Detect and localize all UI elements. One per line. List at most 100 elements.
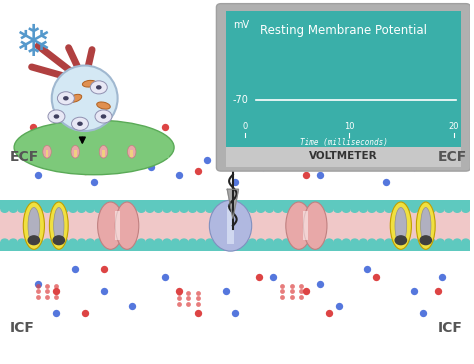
Point: [175, 172, 182, 178]
Ellipse shape: [69, 94, 82, 102]
Point: [203, 157, 211, 163]
Ellipse shape: [43, 145, 51, 158]
Point: [288, 294, 295, 300]
Point: [81, 310, 89, 316]
Point: [279, 283, 286, 289]
Ellipse shape: [28, 207, 40, 244]
Circle shape: [411, 206, 418, 212]
Circle shape: [172, 239, 179, 245]
Point: [100, 288, 107, 294]
Circle shape: [189, 239, 196, 245]
Point: [34, 288, 41, 294]
Circle shape: [377, 206, 384, 212]
Text: ECF: ECF: [9, 150, 39, 163]
Point: [194, 310, 201, 316]
FancyBboxPatch shape: [130, 150, 133, 157]
Point: [231, 179, 239, 185]
Circle shape: [1, 239, 9, 245]
Circle shape: [52, 206, 60, 212]
Text: Time (milliseconds): Time (milliseconds): [300, 138, 387, 147]
Circle shape: [454, 206, 461, 212]
Circle shape: [69, 206, 77, 212]
Text: VOLTMETER: VOLTMETER: [309, 151, 378, 161]
Circle shape: [402, 239, 410, 245]
Point: [269, 274, 277, 280]
Point: [34, 172, 41, 178]
Point: [20, 143, 27, 149]
Circle shape: [462, 206, 470, 212]
Point: [34, 283, 41, 289]
Point: [137, 143, 145, 149]
Circle shape: [437, 239, 444, 245]
Circle shape: [155, 239, 162, 245]
Circle shape: [129, 206, 137, 212]
Point: [288, 288, 295, 294]
Point: [302, 288, 310, 294]
Ellipse shape: [128, 145, 136, 158]
Point: [184, 301, 192, 307]
FancyBboxPatch shape: [0, 242, 471, 251]
Circle shape: [420, 236, 431, 245]
Circle shape: [86, 239, 94, 245]
Circle shape: [342, 239, 350, 245]
Circle shape: [78, 239, 85, 245]
Circle shape: [63, 96, 69, 100]
FancyBboxPatch shape: [0, 200, 471, 209]
Point: [297, 294, 305, 300]
Circle shape: [120, 206, 128, 212]
Ellipse shape: [303, 202, 327, 249]
Circle shape: [283, 206, 290, 212]
Point: [279, 294, 286, 300]
Circle shape: [291, 239, 299, 245]
Circle shape: [325, 206, 333, 212]
Circle shape: [1, 206, 9, 212]
Circle shape: [419, 239, 427, 245]
Ellipse shape: [23, 202, 45, 249]
Circle shape: [61, 206, 68, 212]
Circle shape: [240, 206, 247, 212]
Point: [260, 165, 267, 170]
Circle shape: [163, 206, 171, 212]
Point: [382, 179, 390, 185]
FancyBboxPatch shape: [226, 11, 461, 149]
Circle shape: [9, 239, 17, 245]
FancyBboxPatch shape: [303, 211, 308, 240]
Circle shape: [291, 206, 299, 212]
Circle shape: [351, 206, 358, 212]
Circle shape: [265, 239, 273, 245]
Text: ICF: ICF: [9, 321, 34, 335]
FancyBboxPatch shape: [46, 150, 48, 157]
Circle shape: [189, 206, 196, 212]
Circle shape: [52, 239, 60, 245]
Point: [316, 172, 324, 178]
Circle shape: [48, 110, 65, 123]
Ellipse shape: [52, 66, 118, 131]
Point: [434, 143, 441, 149]
Circle shape: [351, 239, 358, 245]
Point: [363, 143, 371, 149]
Ellipse shape: [286, 202, 312, 249]
Point: [43, 288, 51, 294]
Circle shape: [180, 206, 188, 212]
Point: [34, 294, 41, 300]
Circle shape: [35, 206, 43, 212]
Circle shape: [120, 239, 128, 245]
Circle shape: [95, 110, 112, 123]
Circle shape: [419, 206, 427, 212]
Circle shape: [91, 81, 107, 94]
Point: [396, 135, 404, 141]
Circle shape: [368, 239, 375, 245]
Circle shape: [385, 239, 392, 245]
Circle shape: [223, 206, 230, 212]
Circle shape: [112, 206, 119, 212]
Circle shape: [78, 206, 85, 212]
Circle shape: [257, 239, 264, 245]
Circle shape: [265, 206, 273, 212]
Circle shape: [95, 206, 102, 212]
Circle shape: [240, 239, 247, 245]
Circle shape: [214, 206, 222, 212]
Circle shape: [360, 206, 367, 212]
Point: [161, 274, 168, 280]
Circle shape: [137, 239, 145, 245]
Text: 20: 20: [449, 122, 459, 131]
